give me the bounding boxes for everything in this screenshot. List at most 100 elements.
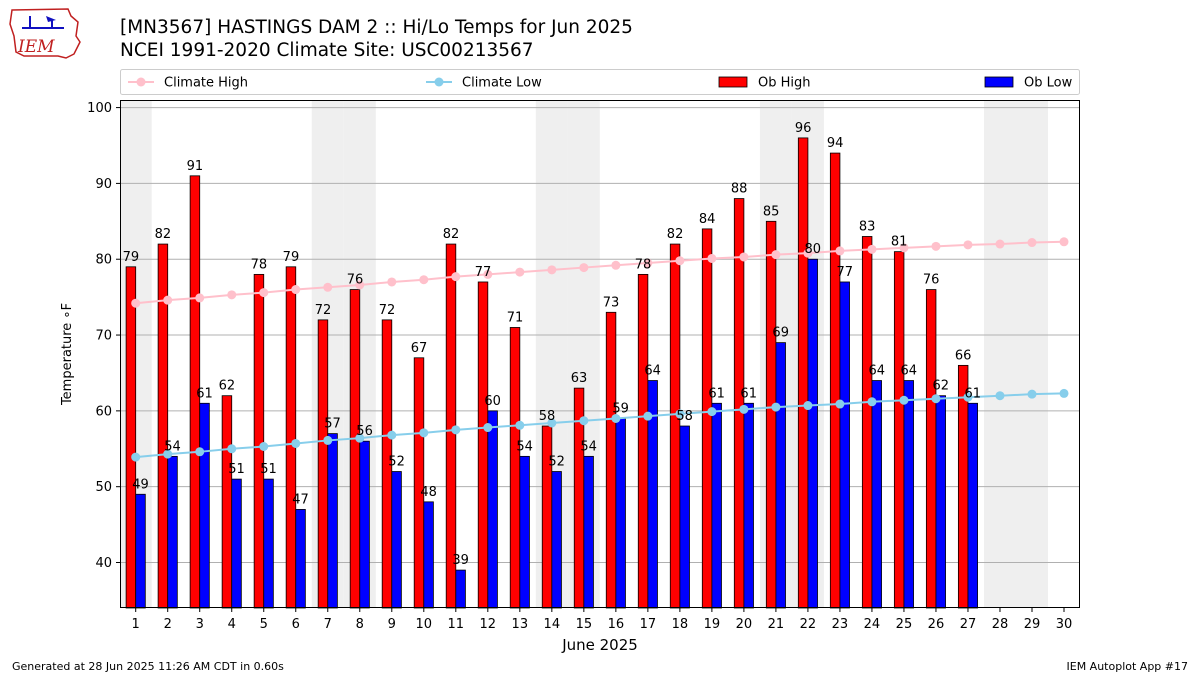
ob-low-bar bbox=[615, 418, 626, 609]
climate-high-point bbox=[131, 298, 141, 308]
ob-high-bar bbox=[701, 228, 713, 609]
climate-high-point bbox=[483, 269, 493, 279]
x-tick-label: 26 bbox=[928, 617, 945, 632]
x-tick-label: 21 bbox=[768, 617, 785, 632]
climate-low-point bbox=[163, 449, 173, 459]
ob-low-bar bbox=[455, 569, 466, 609]
ob-high-bar-label: 63 bbox=[571, 371, 588, 386]
climate-low-point bbox=[771, 402, 781, 412]
climate-high-point bbox=[867, 244, 877, 254]
x-tick-label: 17 bbox=[640, 617, 657, 632]
ob-high-bar-label: 82 bbox=[443, 227, 460, 242]
ob-low-bar-label: 61 bbox=[964, 386, 981, 401]
x-tick-label: 2 bbox=[164, 617, 172, 632]
weekend-band bbox=[983, 100, 1016, 608]
y-tick-label: 100 bbox=[87, 101, 112, 116]
x-tick-label: 9 bbox=[388, 617, 396, 632]
ob-low-bar bbox=[807, 258, 818, 609]
climate-low-point bbox=[803, 401, 813, 411]
ob-low-bar bbox=[327, 433, 338, 609]
climate-low-point bbox=[131, 452, 141, 462]
y-tick-label: 80 bbox=[95, 253, 112, 268]
climate-low-point bbox=[611, 413, 621, 423]
climate-high-point bbox=[803, 248, 813, 258]
ob-low-bar bbox=[871, 380, 882, 609]
x-tick-label: 30 bbox=[1056, 617, 1073, 632]
ob-low-bar-label: 51 bbox=[260, 462, 277, 477]
ob-high-bar-label: 76 bbox=[347, 273, 364, 288]
ob-low-bar-label: 62 bbox=[932, 379, 949, 394]
ob-low-bar-label: 64 bbox=[644, 364, 661, 379]
x-tick-label: 22 bbox=[800, 617, 817, 632]
ob-low-bar bbox=[295, 509, 306, 609]
climate-high-point bbox=[707, 253, 717, 263]
ob-high-bar-label: 88 bbox=[731, 182, 748, 197]
y-tick-label: 70 bbox=[95, 329, 112, 344]
climate-low-point bbox=[835, 399, 845, 409]
legend-climate-low: Climate Low bbox=[426, 76, 542, 91]
climate-low-point bbox=[547, 418, 557, 428]
x-tick-label: 18 bbox=[672, 617, 689, 632]
x-tick-label: 4 bbox=[228, 617, 236, 632]
x-axis-label: June 2025 bbox=[561, 636, 638, 654]
bar-labels: 79 82 91 62 78 79 72 76 72 67 82 77 71 58 63 73 78 82 84 88… bbox=[123, 121, 981, 568]
ob-low-bar bbox=[231, 478, 242, 609]
ob-low-bar bbox=[519, 455, 530, 609]
climate-low-point bbox=[323, 435, 333, 445]
ob-high-bar-label: 82 bbox=[667, 227, 684, 242]
y-tick-label: 40 bbox=[95, 556, 112, 571]
ob-high-bar-label: 58 bbox=[539, 409, 556, 424]
legend-climate-high-text: Climate High bbox=[164, 76, 248, 91]
climate-high-point bbox=[1059, 237, 1069, 247]
ob-high-bar bbox=[829, 152, 841, 609]
ob-high-bar-label: 81 bbox=[891, 235, 908, 250]
ob-low-bar bbox=[423, 501, 434, 609]
ob-low-bar bbox=[839, 281, 850, 609]
ob-high-bar bbox=[861, 236, 873, 609]
ob-low-bar-label: 77 bbox=[836, 265, 853, 280]
climate-high-point bbox=[995, 239, 1005, 249]
ob-high-bar-label: 82 bbox=[155, 227, 172, 242]
ob-high-bar-label: 67 bbox=[411, 341, 428, 356]
ob-high-bar bbox=[349, 289, 361, 609]
climate-high-point bbox=[771, 250, 781, 260]
ob-high-bar-label: 62 bbox=[219, 379, 236, 394]
climate-high-point bbox=[643, 258, 653, 268]
ob-high-bar bbox=[605, 311, 617, 609]
climate-low-point bbox=[899, 395, 909, 405]
plot-frame bbox=[120, 100, 1080, 608]
x-tick-label: 5 bbox=[260, 617, 268, 632]
climate-lines bbox=[131, 237, 1069, 462]
climate-high-point bbox=[931, 241, 941, 251]
ob-high-bar bbox=[669, 243, 681, 609]
weekend-band bbox=[1015, 100, 1048, 608]
climate-high-point bbox=[355, 280, 365, 290]
ob-low-bar-label: 61 bbox=[708, 386, 725, 401]
ob-high-bar bbox=[413, 357, 425, 609]
ob-high-bar-label: 78 bbox=[251, 257, 268, 272]
x-tick-label: 24 bbox=[864, 617, 881, 632]
ob-low-bar-label: 61 bbox=[740, 386, 757, 401]
climate-low-point bbox=[291, 438, 301, 448]
climate-high-point bbox=[963, 240, 973, 250]
climate-high-line bbox=[135, 240, 1065, 305]
ob-low-bar-label: 47 bbox=[292, 492, 309, 507]
ob-low-bar bbox=[583, 455, 594, 609]
x-tick-label: 29 bbox=[1024, 617, 1041, 632]
climate-high-point bbox=[579, 263, 589, 273]
ob-high-bar-label: 91 bbox=[187, 159, 204, 174]
ob-high-bar-label: 77 bbox=[475, 265, 492, 280]
climate-low-point bbox=[387, 430, 397, 440]
climate-low-point bbox=[675, 409, 685, 419]
ob-low-bar-label: 69 bbox=[772, 326, 789, 341]
chart-title: [MN3567] HASTINGS DAM 2 :: Hi/Lo Temps f… bbox=[120, 17, 633, 38]
ob-low-bar-label: 54 bbox=[164, 439, 181, 454]
ob-high-bar bbox=[509, 327, 521, 609]
climate-low-point bbox=[419, 428, 429, 438]
x-tick-label: 13 bbox=[512, 617, 529, 632]
climate-low-point bbox=[707, 407, 717, 417]
y-tick-label: 90 bbox=[95, 177, 112, 192]
ob-low-bar-label: 57 bbox=[324, 417, 341, 432]
climate-high-point bbox=[227, 290, 237, 300]
ob-low-bar bbox=[551, 471, 562, 609]
